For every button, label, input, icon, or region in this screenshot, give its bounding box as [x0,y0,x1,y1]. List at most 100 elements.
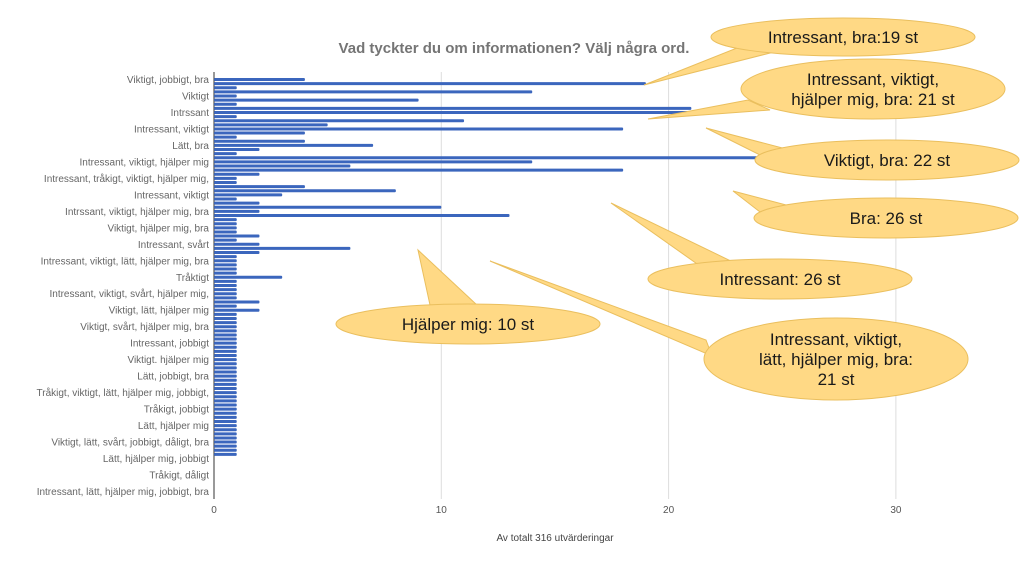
bar [214,78,305,81]
category-label: Lätt, hjälper mig [138,421,209,432]
bar [214,419,237,423]
bar [214,123,328,127]
bar [214,321,237,325]
bar [214,86,237,90]
category-label: Intressant, jobbigt [130,339,209,350]
category-label: Tråktigt [176,272,209,284]
bar [214,333,237,337]
bar [214,189,396,193]
category-label: Intressant, viktigt, svårt, hjälper mig, [49,288,209,300]
category-label: Viktigt, jobbigt, bra [127,75,210,86]
bar [214,325,237,329]
bar [214,226,237,230]
bar [214,358,237,362]
category-label: Intressant, lätt, hjälper mig, jobbigt, … [37,487,210,498]
bar [214,374,237,378]
bar [214,115,237,119]
bar [214,424,237,428]
category-label: Lätt, bra [172,141,209,152]
bar [214,106,692,110]
bar [214,181,237,184]
bar [214,218,237,222]
bar [214,387,237,390]
callout-text: Bra: 26 st [850,209,923,228]
bar [214,391,237,395]
bar [214,110,715,114]
category-label: Intressant, tråkigt, viktigt, hjälper mi… [44,173,209,185]
x-axis-label: Av totalt 316 utvärderingar [496,533,614,544]
callout-text: Hjälper mig: 10 st [402,315,535,334]
bar [214,440,237,444]
bar [214,452,237,456]
bar [214,164,351,168]
bar [214,271,237,275]
x-tick-labels: 0 10 20 30 [211,505,902,516]
bar [214,251,260,255]
category-label: Tråkigt, viktigt, lätt, hjälper mig, job… [37,387,209,399]
bar [214,428,237,432]
category-labels: Viktigt, jobbigt, bra Viktigt Intrssant Int… [37,75,210,498]
bar [214,411,237,415]
callout-text: Intressant, bra:19 st [768,28,919,47]
bar [214,403,237,407]
bar [214,143,374,147]
bar [214,160,533,164]
x-tick-label: 0 [211,505,217,516]
bar [214,152,237,156]
bar [214,98,419,102]
x-tick-label: 30 [890,505,902,516]
x-tick-label: 10 [436,505,448,516]
bar [214,139,305,143]
bar [214,197,237,201]
bar [214,296,237,300]
category-label: Viktigt [182,91,209,102]
chart-title: Vad tyckter du om informationen? Välj nå… [339,40,690,57]
bar [214,337,237,341]
bar [214,436,237,440]
bar [214,263,237,267]
bar [214,349,237,353]
callout: Intressant, viktigt,lätt, hjälper mig, b… [489,260,969,401]
bar [214,370,237,374]
category-label: Lätt, hjälper mig, jobbigt [103,454,209,465]
callouts: Intressant, bra:19 st Intressant, viktigt… [335,17,1020,401]
callout-text: 21 st [818,370,855,389]
callout-text: Intressant, viktigt, [770,330,902,349]
bar [214,185,305,189]
category-label: Intressant, viktigt [134,190,209,201]
bar [214,366,237,370]
callout-tail [417,248,480,307]
bar [214,172,260,176]
x-tick-label: 20 [663,505,675,516]
bar [214,407,237,411]
bar [214,176,237,180]
category-label: Lätt, jobbigt, bra [137,372,209,383]
bar [214,345,237,349]
bar [214,213,510,217]
bar [214,127,624,131]
bar [214,432,237,436]
bar [214,292,237,296]
callout: Hjälper mig: 10 st [335,248,601,345]
bar [214,382,237,386]
bar [214,284,237,287]
bars [214,78,805,456]
bar [214,341,237,345]
category-label: Intressant, viktigt [134,124,209,135]
callout: Intressant, bra:19 st [643,17,976,86]
callout-text: Intressant: 26 st [720,270,841,289]
bar [214,242,260,246]
bar [214,304,237,308]
bar [214,94,237,98]
callout-text: lätt, hjälper mig, bra: [759,350,913,369]
bar [214,279,237,283]
category-label: Intressant, svårt [138,239,209,251]
bar [214,222,237,226]
category-label: Viktigt, lätt, hjälper mig [109,306,209,317]
bar [214,119,465,123]
bar [214,156,805,160]
category-label: Tråkigt, jobbigt [144,404,209,416]
bar [214,82,646,86]
bar [214,259,237,263]
